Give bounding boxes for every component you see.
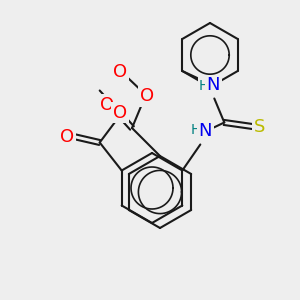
Text: N: N	[207, 76, 220, 94]
Text: O: O	[60, 128, 74, 146]
Text: O: O	[100, 96, 114, 114]
Text: S: S	[254, 118, 265, 136]
Text: O: O	[113, 63, 127, 81]
Text: O: O	[140, 87, 154, 105]
Text: H: H	[199, 79, 209, 92]
Text: H: H	[191, 124, 202, 137]
Text: N: N	[199, 122, 212, 140]
Text: O: O	[112, 103, 127, 122]
